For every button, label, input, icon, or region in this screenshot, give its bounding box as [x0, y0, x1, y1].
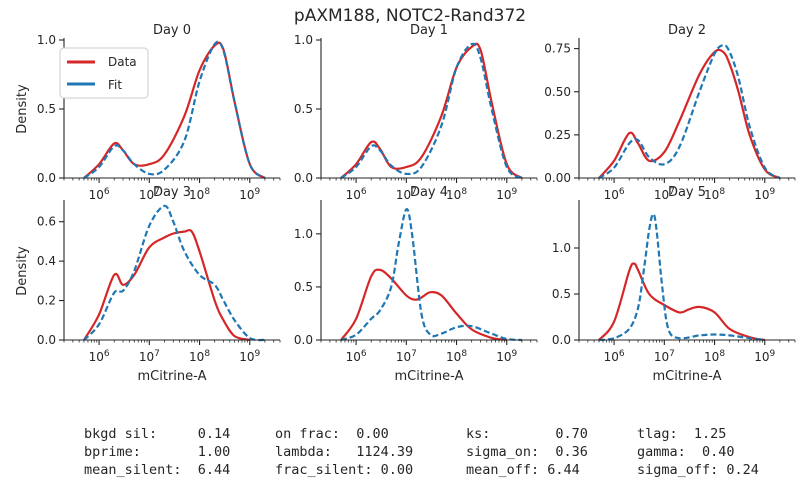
panel-0: 106 107 108 109 0.0 0.5 1.0 Day 0 Density: [15, 23, 281, 202]
y-tick-label: 0.25: [544, 128, 571, 142]
x-tick-label: 107: [654, 349, 675, 364]
series-fit-line: [598, 212, 765, 342]
x-tick-label: 109: [496, 349, 517, 364]
series-fit-line: [83, 204, 266, 342]
x-tick-label: 108: [704, 187, 725, 202]
y-tick-label: 0.0: [37, 171, 56, 185]
stat-sigma-off: sigma_off: 0.24: [637, 462, 759, 478]
x-tick-label: 107: [654, 187, 675, 202]
x-axis-label: mCitrine-A: [138, 369, 207, 384]
stat-lambda: lambda: 1124.39: [275, 444, 413, 460]
x-tick-label: 109: [239, 187, 260, 202]
x-tick-label: 109: [496, 187, 517, 202]
panel-title: Day 3: [153, 185, 191, 200]
panel-title: Day 2: [668, 23, 706, 38]
x-tick-label: 107: [396, 349, 417, 364]
y-tick-label: 0.5: [552, 287, 571, 301]
panel-2: 106 107 108 109 0.00 0.25 0.50 0.75 Day 2: [544, 23, 796, 202]
panel-1: 106 107 108 109 0.0 0.5 1.0 Day 1: [294, 23, 538, 202]
x-axis-label: mCitrine-A: [653, 369, 722, 384]
y-tick-label: 0.0: [294, 333, 313, 347]
x-tick-label: 109: [754, 187, 775, 202]
y-axis-label: Density: [15, 246, 30, 296]
x-tick-label: 108: [189, 349, 210, 364]
stat-frac-silent: frac_silent: 0.00: [275, 462, 413, 478]
y-tick-label: 0.0: [294, 171, 313, 185]
x-tick-label: 107: [139, 187, 160, 202]
panel-title: Day 0: [153, 23, 191, 38]
legend-label-data: Data: [108, 55, 137, 69]
panel-4: 106 107 108 109 0.0 0.5 1.0 Day 4 mCitrine-A: [294, 185, 538, 384]
series-data-line: [340, 42, 523, 179]
y-tick-label: 0.00: [544, 171, 571, 185]
panel-3: 106 107 108 109 0.0 0.2 0.4 0.6 Day 3 Density mCit…: [15, 185, 281, 384]
panel-5: 106 107 108 109 0.0 0.5 1.0 Day 5 mCitrine-A: [552, 185, 796, 384]
x-tick-label: 107: [139, 349, 160, 364]
y-tick-label: 1.0: [552, 241, 571, 255]
y-tick-label: 1.0: [294, 33, 313, 47]
x-tick-label: 106: [604, 187, 625, 202]
stats-table: bkgd sil: 0.14 on frac: 0.00 ks: 0.70 tl…: [84, 426, 759, 478]
x-tick-label: 108: [189, 187, 210, 202]
y-tick-label: 0.50: [544, 85, 571, 99]
x-tick-label: 109: [239, 349, 260, 364]
y-tick-label: 0.5: [294, 280, 313, 294]
figure-title: pAXM188, NOTC2-Rand372: [294, 6, 526, 26]
panel-title: Day 4: [410, 185, 448, 200]
x-axis-label: mCitrine-A: [395, 369, 464, 384]
stat-gamma: gamma: 0.40: [637, 444, 735, 460]
y-tick-label: 0.5: [37, 102, 56, 116]
y-tick-label: 1.0: [37, 33, 56, 47]
x-tick-label: 106: [89, 349, 110, 364]
legend-label-fit: Fit: [108, 78, 122, 92]
stat-tlag: tlag: 1.25: [637, 426, 726, 442]
stat-ks: ks: 0.70: [466, 426, 588, 442]
stat-mean-off: mean_off: 6.44: [466, 462, 580, 478]
stat-bprime: bprime: 1.00: [84, 444, 230, 460]
x-tick-label: 108: [446, 349, 467, 364]
series-data-line: [598, 262, 766, 342]
y-tick-label: 0.6: [37, 215, 56, 229]
series-fit-line: [598, 44, 781, 179]
series-fit-line: [83, 40, 266, 179]
legend: Data Fit: [59, 47, 149, 99]
series-data-line: [340, 268, 507, 342]
series-fit-line: [340, 208, 522, 342]
series-data-line: [83, 228, 251, 342]
y-axis-label: Density: [15, 84, 30, 134]
y-tick-label: 0.0: [37, 333, 56, 347]
y-tick-label: 0.75: [544, 42, 571, 56]
series-data-line: [598, 48, 781, 180]
x-tick-label: 106: [346, 187, 367, 202]
stat-on-frac: on frac: 0.00: [275, 426, 389, 442]
y-tick-label: 0.5: [294, 102, 313, 116]
y-tick-label: 0.4: [37, 254, 56, 268]
x-tick-label: 106: [604, 349, 625, 364]
y-tick-label: 0.0: [552, 333, 571, 347]
series-fit-line: [340, 42, 523, 179]
panel-title: Day 5: [668, 185, 706, 200]
panel-title: Day 1: [410, 23, 448, 38]
y-tick-label: 1.0: [294, 227, 313, 241]
y-tick-label: 0.2: [37, 294, 56, 308]
series-data-line: [83, 41, 266, 179]
x-tick-label: 106: [89, 187, 110, 202]
x-tick-label: 108: [704, 349, 725, 364]
x-tick-label: 109: [754, 349, 775, 364]
x-tick-label: 106: [346, 349, 367, 364]
stat-bkgd-sil: bkgd sil: 0.14: [84, 426, 230, 442]
stat-sigma-on: sigma_on: 0.36: [466, 444, 588, 460]
x-tick-label: 107: [396, 187, 417, 202]
stat-mean-silent: mean_silent: 6.44: [84, 462, 230, 478]
x-tick-label: 108: [446, 187, 467, 202]
